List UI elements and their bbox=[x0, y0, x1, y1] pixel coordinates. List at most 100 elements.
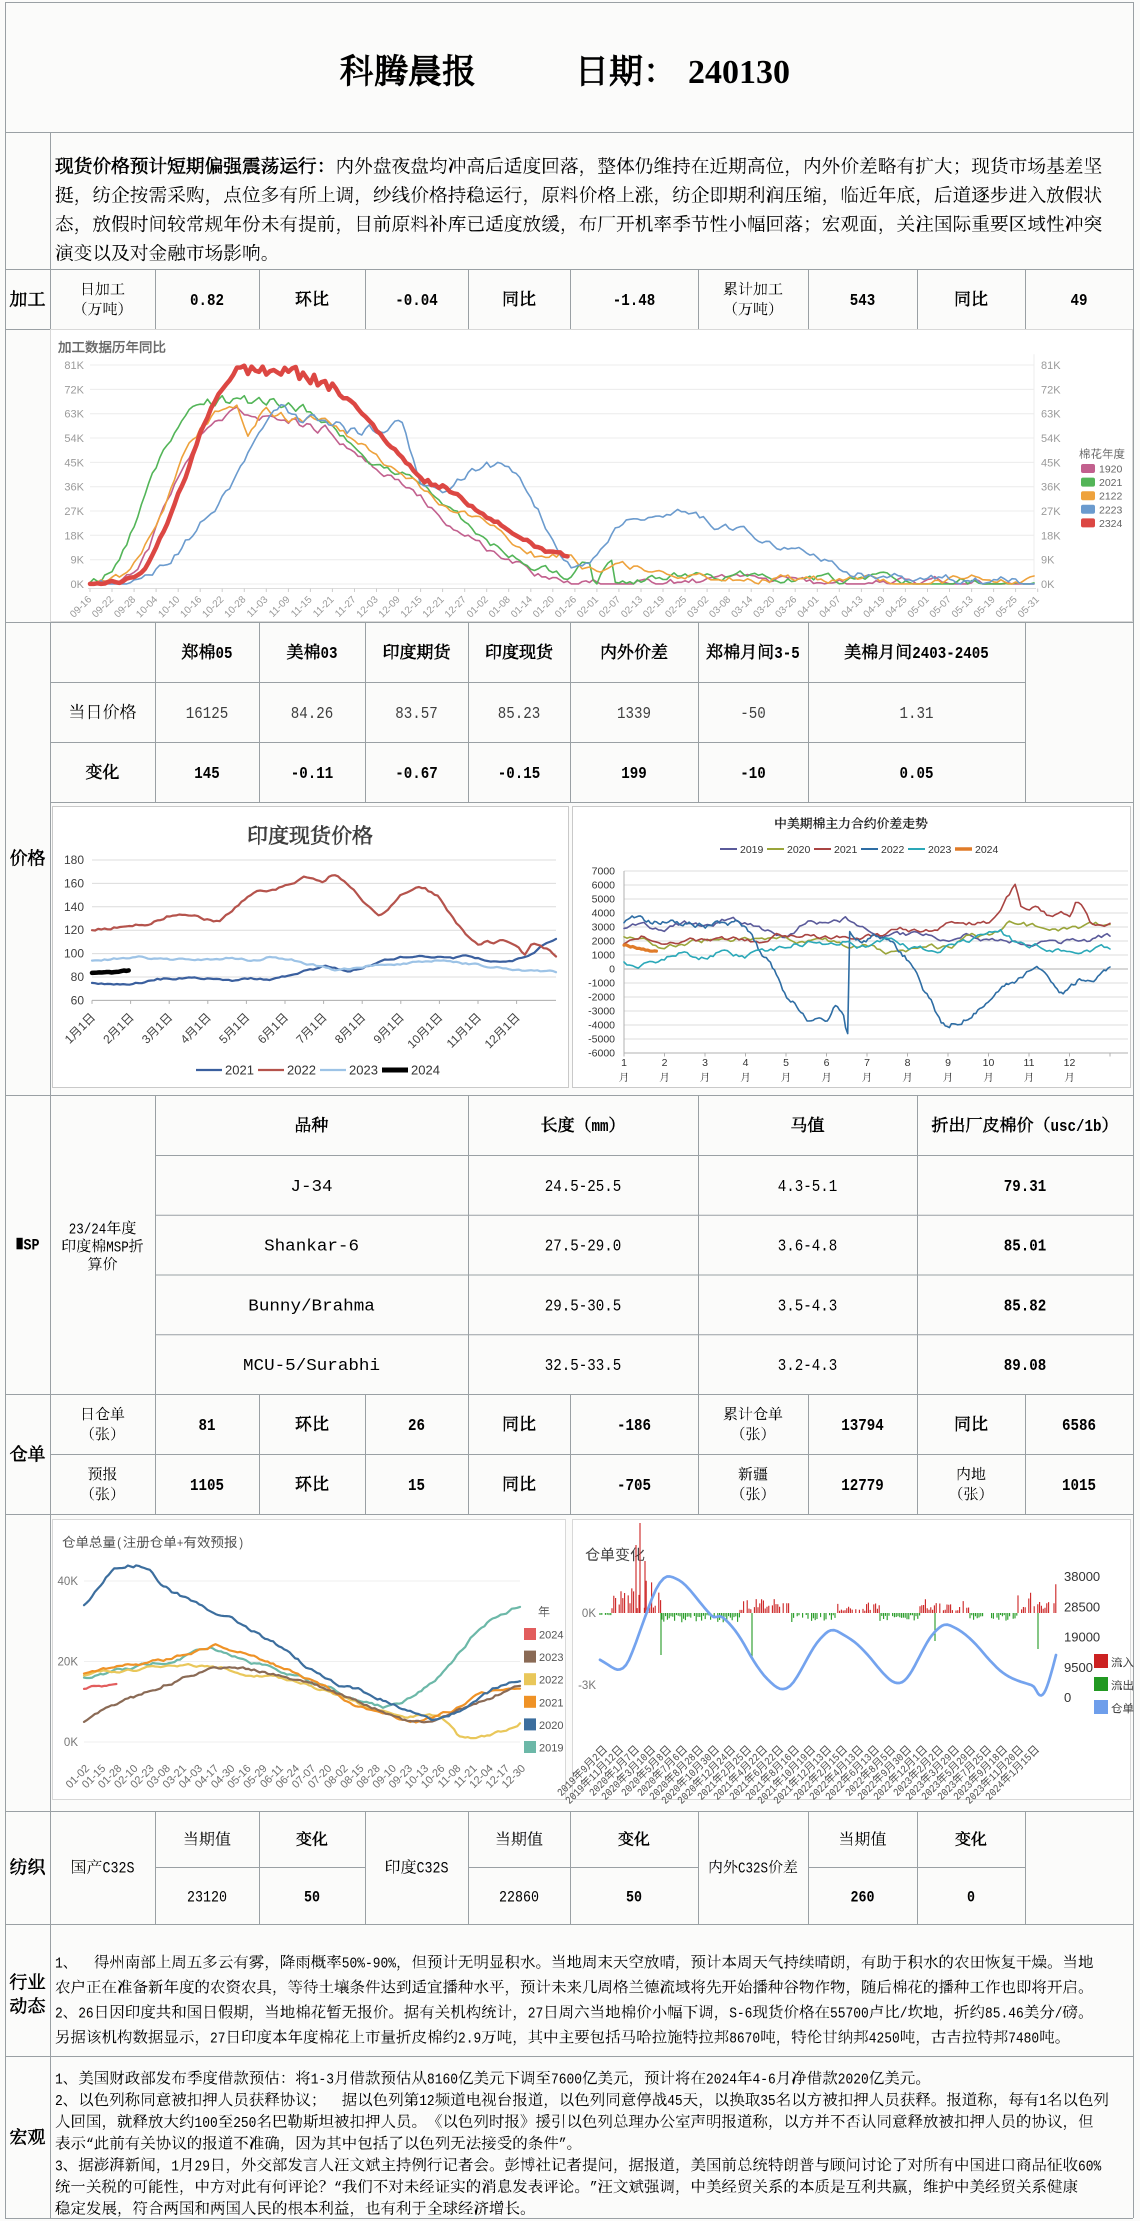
svg-text:2021: 2021 bbox=[1099, 477, 1123, 489]
svg-text:45: 45 bbox=[667, 2092, 683, 2110]
svg-text:0K: 0K bbox=[64, 1737, 78, 1749]
svg-text:3-5: 3-5 bbox=[774, 645, 800, 664]
svg-text:/: / bbox=[900, 2005, 908, 2023]
svg-text:0: 0 bbox=[1064, 1690, 1071, 1705]
svg-text:1339: 1339 bbox=[617, 705, 651, 724]
svg-text:“: “ bbox=[86, 2136, 94, 2154]
svg-text:-0.04: -0.04 bbox=[395, 292, 438, 311]
svg-text:23/24: 23/24 bbox=[69, 1222, 107, 1238]
svg-text:15: 15 bbox=[408, 1477, 425, 1496]
svg-text:23120: 23120 bbox=[187, 1889, 227, 1907]
svg-text:1: 1 bbox=[1039, 2092, 1047, 2110]
svg-text:7600: 7600 bbox=[551, 2071, 582, 2089]
svg-text:2024: 2024 bbox=[539, 1630, 563, 1642]
svg-text:2021: 2021 bbox=[225, 1063, 254, 1078]
svg-text:54K: 54K bbox=[1041, 433, 1061, 445]
svg-text:60%: 60% bbox=[1078, 2157, 1102, 2175]
svg-text:24.5-25.5: 24.5-25.5 bbox=[545, 1178, 622, 1197]
svg-text:MCU-5/Surabhi: MCU-5/Surabhi bbox=[243, 1357, 380, 1376]
svg-text:mm: mm bbox=[592, 1118, 609, 1137]
svg-text:1000: 1000 bbox=[592, 950, 616, 962]
svg-text:38000: 38000 bbox=[1064, 1569, 1100, 1584]
svg-text:4.3-5.1: 4.3-5.1 bbox=[778, 1178, 838, 1197]
svg-text:0K: 0K bbox=[582, 1608, 596, 1620]
svg-text:Bunny/Brahma: Bunny/Brahma bbox=[248, 1297, 374, 1316]
svg-text:79.31: 79.31 bbox=[1004, 1178, 1047, 1197]
svg-text:-186: -186 bbox=[617, 1417, 651, 1436]
svg-text:72K: 72K bbox=[1041, 384, 1061, 396]
svg-text:4000: 4000 bbox=[592, 908, 616, 920]
svg-text:81K: 81K bbox=[1041, 360, 1061, 372]
svg-text:81K: 81K bbox=[64, 360, 84, 372]
svg-text:55700: 55700 bbox=[830, 2005, 869, 2023]
svg-text:27: 27 bbox=[528, 2005, 544, 2023]
svg-text:6586: 6586 bbox=[1062, 1417, 1096, 1436]
svg-text:-6000: -6000 bbox=[588, 1048, 615, 1060]
svg-text:7480: 7480 bbox=[1008, 2030, 1039, 2048]
svg-text:18K: 18K bbox=[64, 530, 84, 542]
svg-text:2021: 2021 bbox=[834, 844, 858, 856]
svg-text:240130: 240130 bbox=[688, 54, 790, 91]
svg-text:-2000: -2000 bbox=[588, 992, 615, 1004]
svg-text:20K: 20K bbox=[58, 1657, 79, 1669]
svg-text:16125: 16125 bbox=[186, 705, 229, 724]
svg-text:81: 81 bbox=[199, 1417, 216, 1436]
svg-text:29: 29 bbox=[195, 2157, 211, 2175]
svg-text:-50: -50 bbox=[740, 705, 766, 724]
svg-text:5: 5 bbox=[783, 1057, 789, 1069]
svg-text:Shankar-6: Shankar-6 bbox=[264, 1238, 359, 1257]
svg-text:0.05: 0.05 bbox=[900, 765, 934, 784]
svg-text:03: 03 bbox=[321, 645, 338, 664]
svg-text:26: 26 bbox=[408, 1417, 425, 1436]
svg-text:2223: 2223 bbox=[1099, 504, 1123, 516]
svg-text:543: 543 bbox=[850, 292, 876, 311]
svg-text:89.08: 89.08 bbox=[1004, 1357, 1047, 1376]
svg-text:12779: 12779 bbox=[841, 1477, 884, 1496]
svg-text:85.23: 85.23 bbox=[498, 705, 541, 724]
svg-text:2023: 2023 bbox=[928, 844, 952, 856]
svg-text:9K: 9K bbox=[71, 555, 85, 567]
svg-text:84.26: 84.26 bbox=[291, 705, 334, 724]
svg-text:-1000: -1000 bbox=[588, 978, 615, 990]
svg-text:32.5-33.5: 32.5-33.5 bbox=[545, 1357, 622, 1376]
svg-text:22860: 22860 bbox=[499, 1889, 539, 1907]
svg-text:-1.48: -1.48 bbox=[613, 292, 656, 311]
svg-text:260: 260 bbox=[851, 1889, 875, 1907]
svg-text:8: 8 bbox=[905, 1057, 911, 1069]
svg-text:2019: 2019 bbox=[539, 1743, 563, 1755]
svg-text:27: 27 bbox=[210, 2030, 226, 2048]
svg-text:26: 26 bbox=[78, 2005, 94, 2023]
svg-text:-0.67: -0.67 bbox=[395, 765, 438, 784]
svg-text:63K: 63K bbox=[64, 409, 84, 421]
svg-text:40K: 40K bbox=[58, 1576, 79, 1588]
svg-text:3000: 3000 bbox=[592, 922, 616, 934]
svg-text:2403-2405: 2403-2405 bbox=[912, 645, 989, 664]
svg-text:10: 10 bbox=[983, 1057, 995, 1069]
svg-text:2023: 2023 bbox=[539, 1652, 563, 1664]
svg-text:45K: 45K bbox=[1041, 457, 1061, 469]
svg-text:2022: 2022 bbox=[539, 1675, 563, 1687]
svg-text:12: 12 bbox=[419, 2092, 435, 2110]
svg-text:+: + bbox=[177, 1536, 184, 1551]
svg-text:54K: 54K bbox=[64, 433, 84, 445]
svg-text:2024: 2024 bbox=[411, 1063, 440, 1078]
svg-text:1: 1 bbox=[621, 1057, 627, 1069]
svg-text:”: ” bbox=[559, 2136, 567, 2154]
svg-text:SP: SP bbox=[24, 1236, 40, 1254]
svg-text:2024: 2024 bbox=[975, 844, 999, 856]
svg-text:usc/1b: usc/1b bbox=[1051, 1118, 1102, 1137]
svg-text:-3000: -3000 bbox=[588, 1006, 615, 1018]
svg-text:29.5-30.5: 29.5-30.5 bbox=[545, 1297, 622, 1316]
svg-text:60: 60 bbox=[71, 993, 85, 1007]
svg-text:S-6: S-6 bbox=[729, 2005, 752, 2023]
svg-text:0K: 0K bbox=[71, 579, 85, 591]
svg-text:2020: 2020 bbox=[787, 844, 811, 856]
svg-text:13794: 13794 bbox=[841, 1417, 884, 1436]
svg-text:2020: 2020 bbox=[838, 2071, 869, 2089]
svg-text:2020: 2020 bbox=[539, 1720, 563, 1732]
svg-text:2022: 2022 bbox=[881, 844, 905, 856]
svg-text:-705: -705 bbox=[617, 1477, 651, 1496]
svg-text:2.9: 2.9 bbox=[458, 2030, 481, 2048]
svg-text:4-6: 4-6 bbox=[753, 2071, 776, 2089]
svg-text:2021: 2021 bbox=[539, 1697, 563, 1709]
